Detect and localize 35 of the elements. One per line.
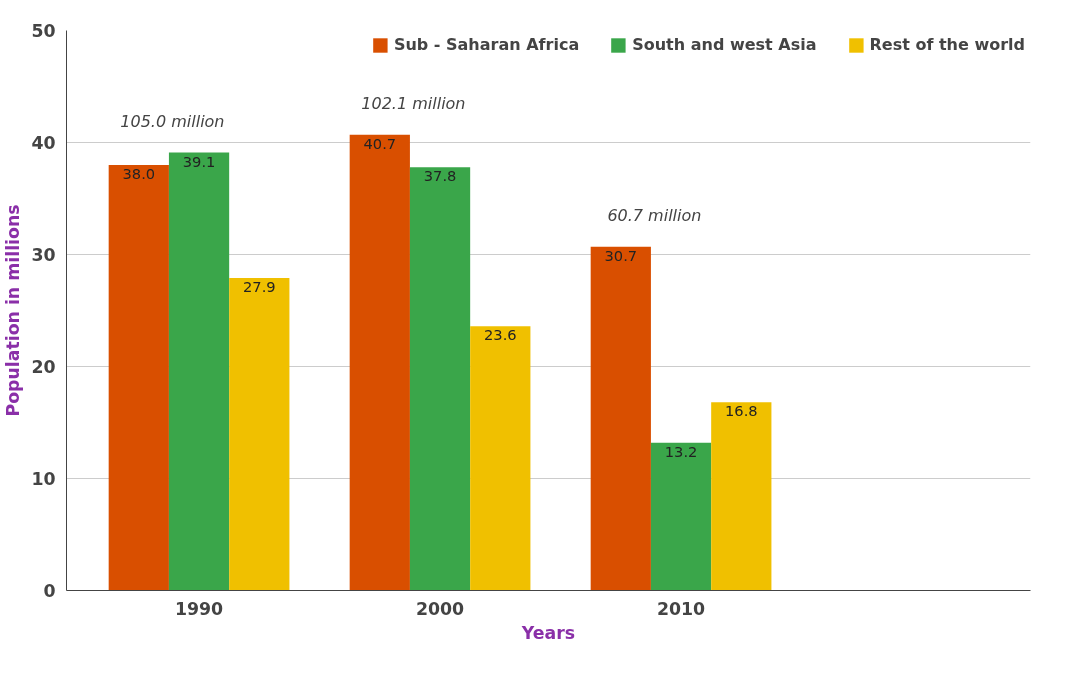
- x-axis-title: Years: [520, 622, 576, 643]
- legend-label: Rest of the world: [869, 35, 1025, 54]
- y-tick-label: 30: [31, 245, 56, 265]
- y-axis-title: Population in millions: [3, 204, 24, 417]
- bar: [229, 278, 290, 591]
- y-tick-label: 0: [43, 581, 56, 601]
- data-label: 30.7: [604, 246, 638, 264]
- bar: [168, 152, 230, 591]
- data-label: 13.2: [664, 442, 698, 460]
- annotation: 105.0 million: [120, 111, 225, 131]
- y-tick-label: 50: [31, 21, 56, 41]
- bar: [108, 164, 169, 591]
- data-label: 37.8: [423, 167, 457, 185]
- bar: [711, 402, 772, 591]
- x-tick-label: 1990: [174, 598, 224, 619]
- x-tick-label: 2000: [415, 598, 465, 619]
- annotation: 102.1 million: [361, 93, 466, 113]
- data-label: 40.7: [363, 134, 397, 152]
- annotation: 60.7 million: [607, 205, 702, 225]
- y-tick-label: 10: [31, 469, 56, 489]
- data-label: 27.9: [242, 278, 276, 296]
- bar: [409, 167, 471, 591]
- y-tick-label: 20: [31, 357, 56, 377]
- bar: [650, 442, 712, 591]
- bar: [470, 326, 531, 591]
- bar: [349, 134, 410, 591]
- bar: [590, 246, 651, 591]
- data-label: 16.8: [724, 402, 758, 420]
- data-label: 39.1: [182, 152, 216, 170]
- legend-label: Sub - Saharan Africa: [393, 35, 580, 54]
- x-tick-label: 2010: [656, 598, 706, 619]
- data-label: 23.6: [483, 326, 517, 344]
- y-tick-label: 40: [31, 133, 56, 153]
- legend-label: South and west Asia: [632, 35, 817, 54]
- data-label: 38.0: [122, 164, 156, 182]
